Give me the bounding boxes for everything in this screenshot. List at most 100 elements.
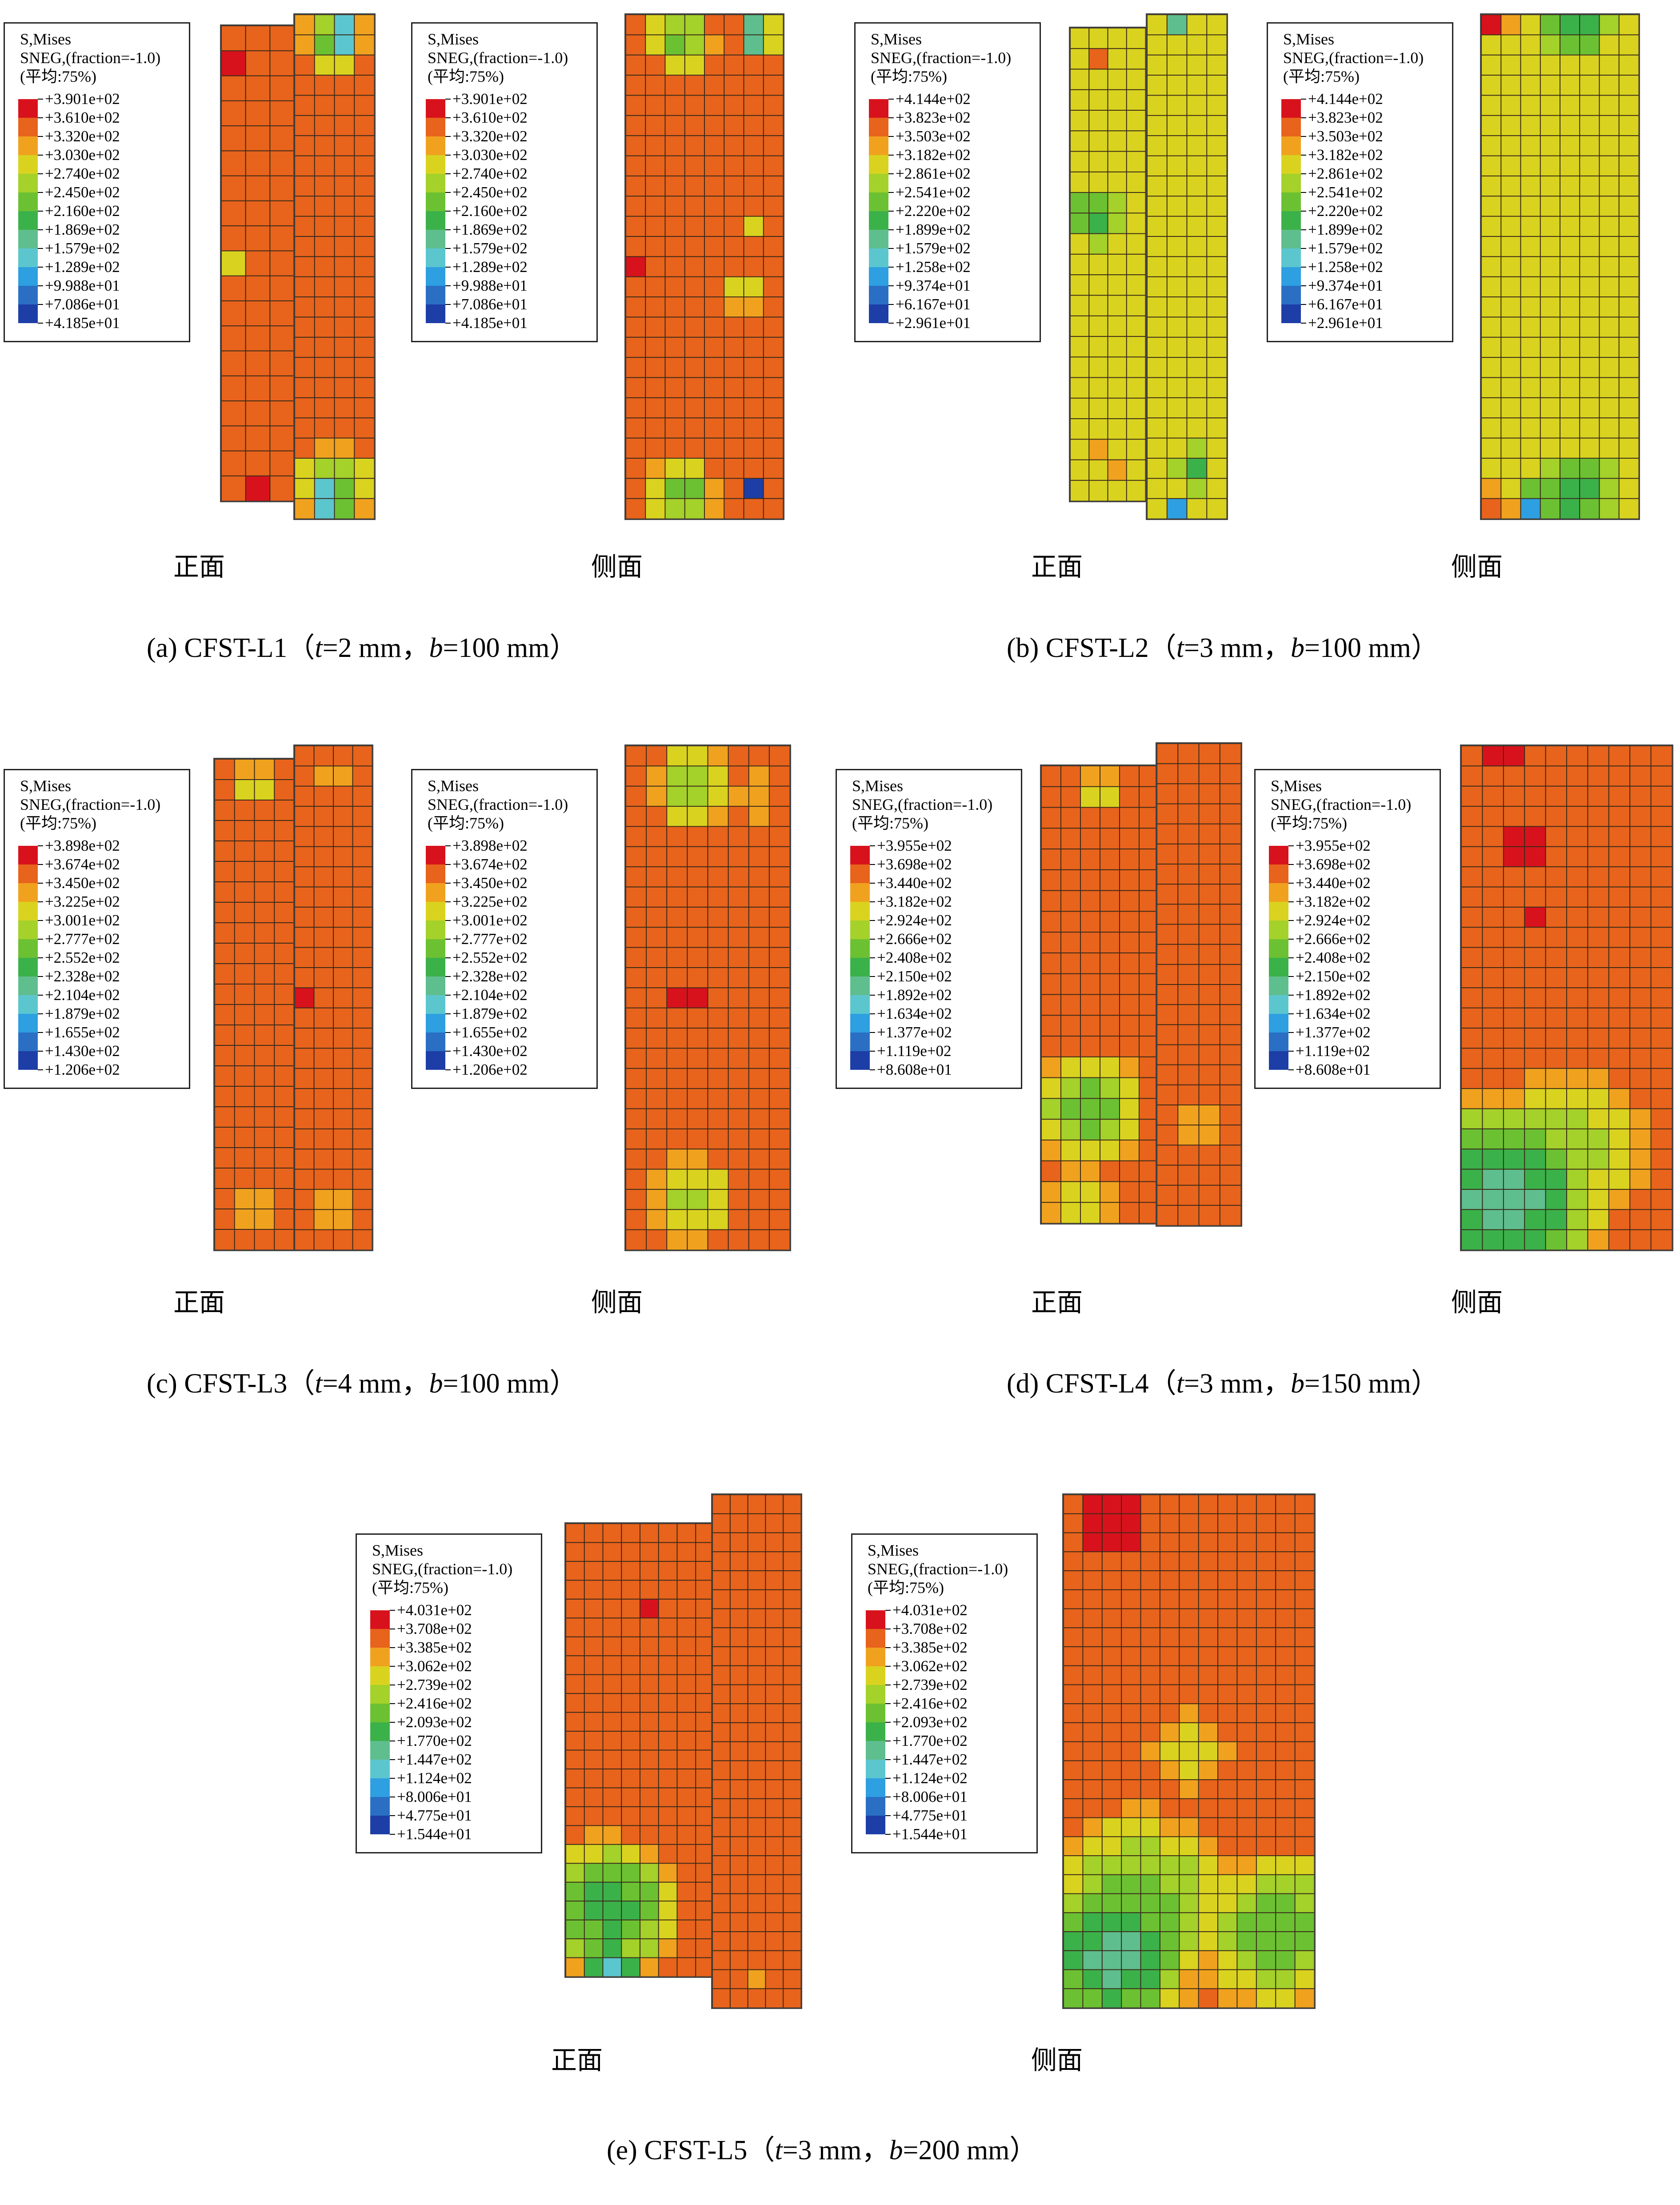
legend-swatch [1281, 99, 1301, 118]
legend-entry: +2.541e+02 [1281, 183, 1450, 211]
mesh-element [729, 1931, 749, 1952]
mesh-element [687, 785, 708, 807]
mesh-element [314, 256, 335, 278]
mesh-element [313, 1149, 334, 1170]
mesh-element [1157, 864, 1179, 885]
mesh-element [1100, 1160, 1120, 1182]
legend-swatch [866, 1666, 885, 1685]
mesh-element [1275, 1627, 1296, 1648]
mesh-element [1579, 316, 1600, 338]
mesh-element [295, 75, 316, 96]
mesh-element [295, 377, 316, 399]
mesh-element [1482, 1048, 1504, 1069]
mesh-element [712, 1931, 731, 1952]
mesh-element [1599, 175, 1620, 197]
mesh-element [1461, 967, 1483, 988]
mesh-element [1064, 1912, 1084, 1933]
mesh-element [269, 375, 294, 402]
mesh-element [354, 236, 374, 257]
legend-value: +3.503e+02 [896, 128, 971, 145]
mesh-element [1618, 417, 1639, 439]
legend-value: +3.503e+02 [1308, 128, 1383, 145]
legend-value: +1.377e+02 [1296, 1024, 1371, 1041]
mesh-element [646, 1028, 668, 1049]
mesh-element [1060, 973, 1081, 995]
mesh-element [1618, 296, 1639, 318]
mesh-element [602, 1674, 622, 1694]
mesh-element [676, 1919, 696, 1940]
legend-value: +4.144e+02 [896, 90, 971, 108]
mesh-element [763, 498, 783, 519]
mesh-element [684, 377, 705, 399]
legend-value: +2.160e+02 [452, 202, 528, 220]
mesh-element [646, 967, 668, 988]
mesh-element [1166, 397, 1188, 419]
mesh-element [1587, 987, 1610, 1009]
legend-tick [888, 323, 894, 324]
mesh-element [621, 1542, 641, 1562]
mesh-element [765, 1513, 784, 1533]
mesh-element [1177, 1205, 1200, 1225]
mesh-element [354, 15, 374, 36]
legend-tick [38, 117, 43, 118]
legend-header-line: (平均:75%) [1283, 68, 1360, 85]
mesh-element [1082, 1665, 1103, 1685]
mesh-element [1139, 911, 1159, 933]
mesh-element [1236, 1931, 1257, 1952]
mesh-element [1294, 1532, 1314, 1553]
mesh-element [1177, 944, 1200, 965]
mesh-element [1294, 1950, 1314, 1971]
legend-swatch [869, 99, 888, 118]
mesh-element [664, 54, 686, 76]
mesh-element [1100, 911, 1120, 933]
mesh-element [314, 196, 335, 217]
legend-tick [1288, 957, 1294, 958]
mesh-element [684, 175, 705, 197]
legend-header: S,Mises SNEG,(fraction=-1.0) (平均:75%) [20, 776, 160, 832]
mesh-element [1587, 886, 1610, 908]
mesh-element [1461, 866, 1483, 888]
caption-b-rest: =150 mm） [1304, 1369, 1439, 1399]
mesh-element [640, 1636, 660, 1657]
mesh-element [1060, 828, 1081, 850]
mesh-element [352, 1229, 372, 1250]
mesh-element [666, 906, 688, 928]
mesh-element [1140, 1570, 1161, 1591]
mesh-element [215, 902, 236, 924]
mesh-element [1599, 457, 1620, 479]
mesh-element [1236, 1722, 1257, 1743]
mesh-element [1481, 175, 1502, 197]
legend-header: S,Mises SNEG,(fraction=-1.0) (平均:75%) [20, 30, 160, 86]
mesh-element [707, 927, 729, 948]
mesh-element [743, 34, 764, 56]
legend-value: +1.544e+01 [892, 1825, 968, 1843]
mesh-element [1198, 1495, 1219, 1515]
mesh-element [1294, 1608, 1314, 1629]
mesh-element [1294, 1779, 1314, 1800]
mesh-element [1599, 296, 1620, 318]
mesh-element [1179, 1684, 1200, 1705]
mesh-element [724, 256, 744, 278]
mesh-element [1650, 846, 1672, 868]
mesh-element [234, 1188, 255, 1210]
contour-c-side [624, 744, 791, 1251]
mesh-element [1101, 1646, 1122, 1667]
mesh-element [1100, 766, 1120, 788]
legend-swatch [426, 1032, 445, 1051]
mesh-element [1608, 1209, 1631, 1231]
mesh-element [1236, 1988, 1257, 2008]
legend-entry: +2.739e+02 [866, 1676, 1035, 1704]
mesh-element [1275, 1589, 1296, 1609]
mesh-element [646, 1128, 668, 1150]
mesh-element [295, 826, 315, 848]
mesh-element [1121, 1703, 1142, 1724]
mesh-element [783, 1836, 801, 1857]
mesh-element [1275, 1532, 1296, 1553]
legend-value: +2.450e+02 [45, 184, 120, 201]
mesh-element [684, 276, 705, 298]
mesh-element [1041, 1056, 1062, 1079]
mesh-element [1119, 1098, 1140, 1120]
legend-entry: +3.610e+02 [426, 108, 595, 136]
mesh-element [704, 417, 725, 439]
mesh-element [763, 34, 783, 56]
